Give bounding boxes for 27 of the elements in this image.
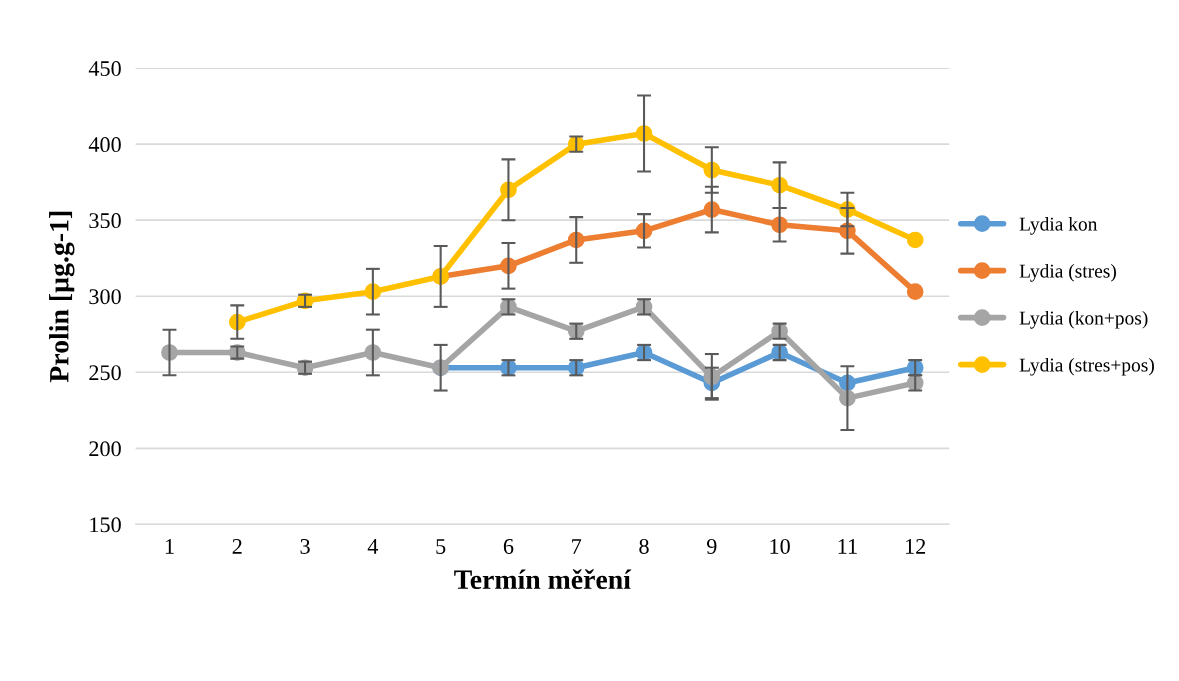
x-tick-label: 12 xyxy=(906,538,926,554)
y-tick-label: 450 xyxy=(88,61,121,77)
y-tick-label: 350 xyxy=(89,213,121,229)
y-tick-label: 150 xyxy=(90,517,121,533)
x-tick-label: 2 xyxy=(232,538,242,554)
y-axis-title: Prolin [µg.g-1] xyxy=(49,211,75,383)
x-tick-label: 9 xyxy=(706,538,717,554)
legend-label: Lydia kon xyxy=(1019,216,1098,235)
y-tick-label: 400 xyxy=(88,137,121,153)
legend-label: Lydia (stres) xyxy=(1019,263,1116,282)
y-tick-label: 250 xyxy=(89,365,121,381)
y-tick-label: 200 xyxy=(89,441,121,457)
x-tick-label: 8 xyxy=(639,538,649,554)
x-axis-title: Termín měření xyxy=(454,569,632,590)
x-tick-label: 4 xyxy=(367,539,379,554)
x-tick-label: 10 xyxy=(770,538,790,554)
x-tick-label: 1 xyxy=(165,539,174,554)
x-tick-label: 7 xyxy=(572,539,582,554)
x-tick-label: 5 xyxy=(436,539,446,554)
x-tick-label: 11 xyxy=(838,539,857,554)
point xyxy=(906,231,924,249)
x-tick-label: 6 xyxy=(503,538,514,554)
legend-label: Lydia (kon+pos) xyxy=(1019,310,1148,329)
point xyxy=(906,283,924,301)
x-tick-label: 3 xyxy=(300,538,310,554)
y-tick-label: 300 xyxy=(89,289,121,305)
legend-label: Lydia (stres+pos) xyxy=(1019,357,1154,376)
